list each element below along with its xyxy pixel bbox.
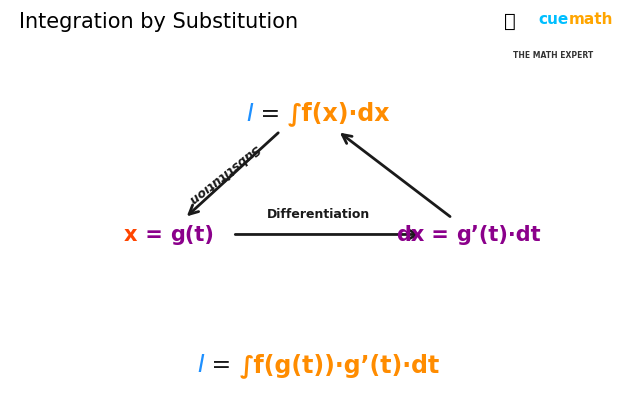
Text: =: = [254, 101, 288, 126]
Text: =: = [138, 225, 169, 245]
Text: =: = [424, 225, 456, 245]
Text: THE MATH EXPERT: THE MATH EXPERT [513, 51, 593, 60]
Text: math: math [569, 12, 613, 27]
Text: g’(t)·dt: g’(t)·dt [456, 225, 541, 245]
Text: ∫f(g(t))·g’(t)·dt: ∫f(g(t))·g’(t)·dt [240, 352, 440, 377]
Text: cue: cue [538, 12, 568, 27]
Text: I: I [247, 101, 254, 126]
Text: 🚀: 🚀 [504, 12, 515, 31]
Text: I: I [197, 352, 204, 377]
Text: x: x [124, 225, 138, 245]
Text: Substitution: Substitution [186, 141, 262, 205]
Text: =: = [204, 352, 240, 377]
Text: g(t): g(t) [169, 225, 213, 245]
Text: ∫f(x)·dx: ∫f(x)·dx [288, 101, 390, 126]
Text: Integration by Substitution: Integration by Substitution [19, 12, 298, 32]
Text: Differentiation: Differentiation [267, 208, 370, 221]
Text: dx: dx [396, 225, 424, 245]
